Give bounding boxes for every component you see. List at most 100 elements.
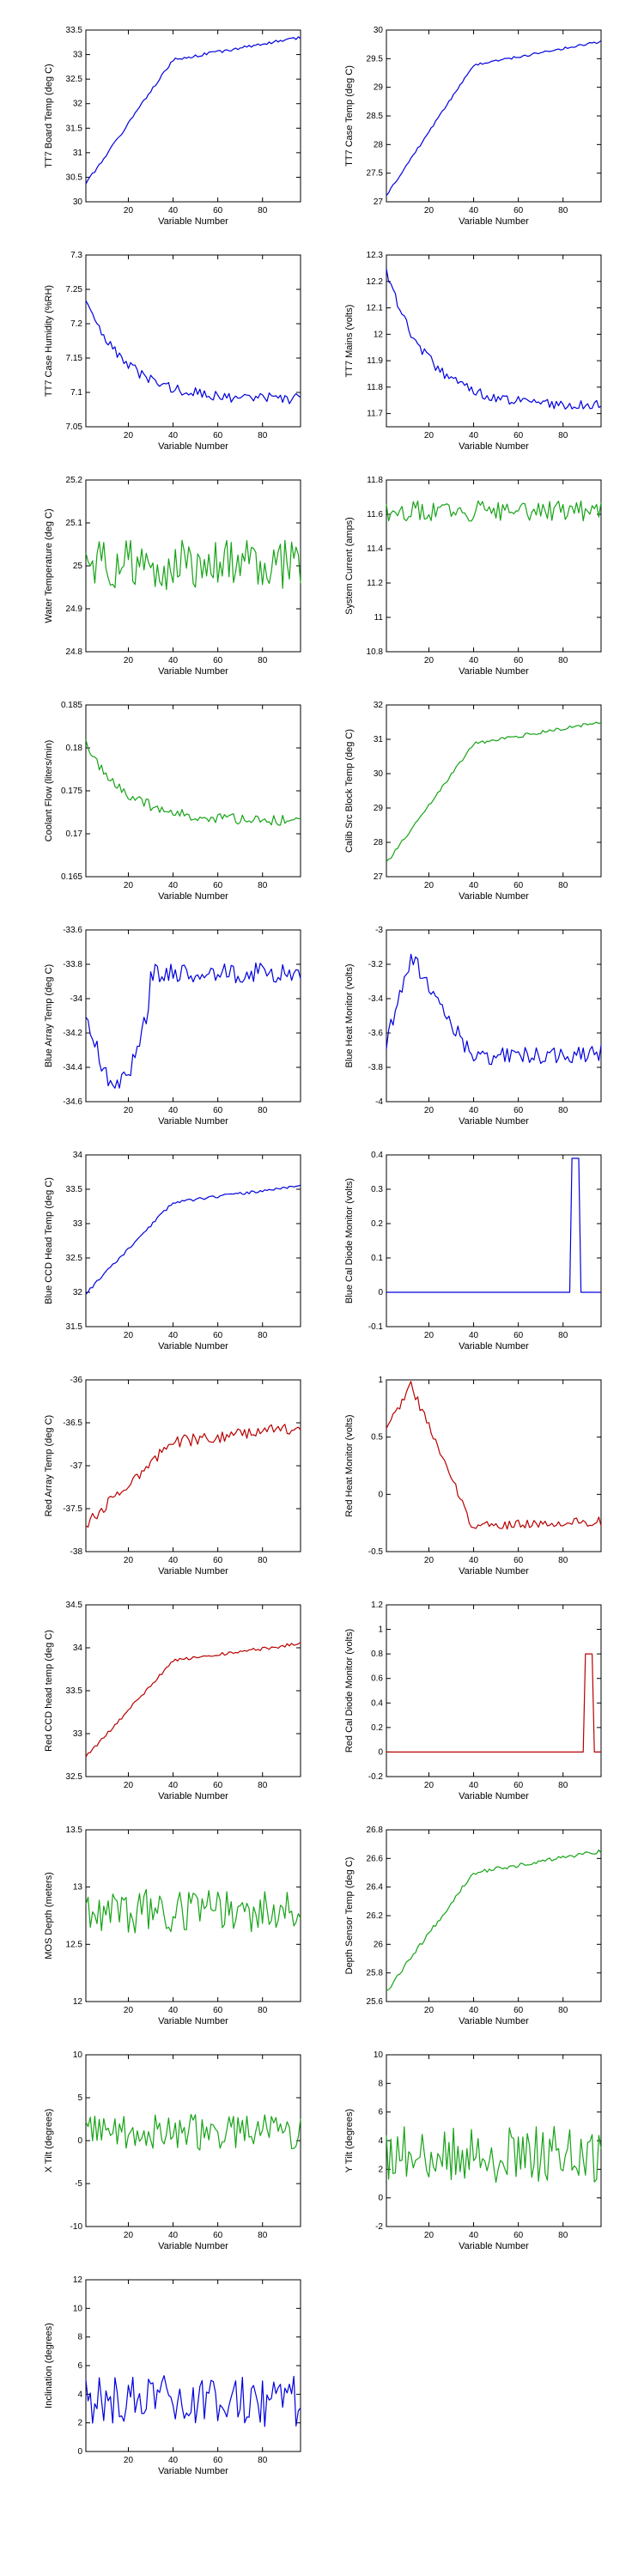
- series-line: [85, 739, 301, 826]
- y-tick-label: 27.5: [367, 169, 384, 179]
- series-line: [386, 39, 602, 197]
- chart-panel-13: -38 -37.5 -37 -36.5 -36 20 40 60 80 Variable Numb…: [44, 1376, 301, 1577]
- series-line: [85, 1424, 301, 1528]
- y-axis-label: Red Array Temp (deg C): [44, 1415, 54, 1516]
- y-tick-label: 6: [77, 2361, 82, 2371]
- x-tick-label: 80: [258, 656, 268, 665]
- y-tick-label: 33.5: [66, 1185, 83, 1194]
- x-tick-label: 20: [124, 1556, 134, 1565]
- x-axis-label: Variable Number: [158, 2466, 228, 2476]
- x-axis-label: Variable Number: [459, 891, 529, 902]
- chart-panel-7: 0.165 0.17 0.175 0.18 0.185 20 40 60 80 Variable …: [44, 701, 301, 902]
- x-axis-label: Variable Number: [158, 2241, 228, 2251]
- y-tick-label: 7.15: [66, 354, 83, 363]
- y-tick-label: 0.17: [66, 829, 83, 839]
- y-tick-label: 24.9: [66, 605, 83, 614]
- plot-frame: [386, 29, 602, 203]
- y-tick-label: -5: [75, 2179, 82, 2189]
- y-axis-label: Blue CCD Head Temp (deg C): [44, 1177, 54, 1304]
- y-tick-label: 30: [374, 26, 384, 35]
- x-tick-label: 40: [168, 2456, 179, 2465]
- x-tick-label: 80: [558, 1106, 568, 1115]
- y-tick-label: 0.2: [371, 1219, 383, 1229]
- x-tick-label: 40: [469, 881, 479, 890]
- x-axis-label: Variable Number: [459, 1116, 529, 1127]
- series-line: [386, 500, 602, 522]
- y-axis-label: Coolant Flow (liters/min): [44, 740, 54, 842]
- y-tick-label: 32: [374, 701, 384, 710]
- chart-panel-11: 31.5 32 32.5 33 33.5 34 20 40 60 80 Variable Numbe…: [44, 1151, 301, 1352]
- x-tick-label: 60: [213, 881, 223, 890]
- plot-frame: [85, 1154, 301, 1327]
- x-tick-label: 60: [513, 1331, 524, 1340]
- x-tick-label: 40: [168, 2006, 179, 2015]
- y-tick-label: 10: [374, 2050, 384, 2060]
- y-tick-label: 12: [73, 1997, 83, 2007]
- y-tick-label: -3.2: [368, 960, 384, 969]
- x-axis-label: Variable Number: [459, 441, 529, 452]
- y-tick-label: 25.8: [367, 1969, 384, 1978]
- x-tick-label: 40: [168, 656, 179, 665]
- y-axis-label: Blue Heat Monitor (volts): [344, 963, 355, 1067]
- y-tick-label: 29: [374, 83, 384, 93]
- series-line: [386, 1381, 602, 1530]
- y-tick-label: 10: [73, 2304, 83, 2313]
- y-axis-label: MOS Depth (meters): [44, 1872, 54, 1959]
- y-tick-label: -10: [70, 2222, 83, 2232]
- y-tick-label: 0.4: [371, 1698, 383, 1708]
- y-tick-label: 0.18: [66, 744, 83, 753]
- series-line: [85, 1642, 301, 1758]
- y-tick-label: 8: [77, 2333, 82, 2342]
- y-tick-label: 33: [73, 1729, 83, 1739]
- y-tick-label: 31: [73, 149, 83, 158]
- y-tick-label: 28: [374, 838, 384, 848]
- y-tick-label: 31.5: [66, 124, 83, 133]
- x-tick-label: 80: [258, 1781, 268, 1790]
- plot-frame: [85, 1604, 301, 1777]
- x-tick-label: 40: [469, 431, 479, 440]
- chart-panel-2: 27 27.5 28 28.5 29 29.5 30 20 40 60 80 Variable Num…: [344, 26, 602, 227]
- y-tick-label: 32.5: [66, 1772, 83, 1782]
- y-tick-label: 25: [73, 562, 83, 571]
- y-tick-label: -38: [70, 1547, 83, 1557]
- x-tick-label: 60: [213, 2456, 223, 2465]
- chart-panel-8: 27 28 29 30 31 32 20 40 60 80 Variable Number Calib…: [344, 701, 602, 902]
- x-tick-label: 20: [424, 1331, 434, 1340]
- x-tick-label: 60: [513, 2231, 524, 2240]
- y-tick-label: 29: [374, 804, 384, 813]
- y-tick-label: 11.8: [367, 383, 383, 392]
- x-tick-label: 40: [469, 1331, 479, 1340]
- x-tick-label: 20: [124, 656, 134, 665]
- x-tick-label: 80: [258, 1331, 268, 1340]
- y-tick-label: 30: [374, 769, 384, 779]
- y-tick-label: -3.8: [368, 1063, 384, 1072]
- y-tick-label: -34: [70, 994, 83, 1004]
- series-line: [386, 953, 602, 1066]
- x-axis-label: Variable Number: [158, 1566, 228, 1577]
- x-tick-label: 80: [258, 2456, 268, 2465]
- y-tick-label: 7.1: [70, 388, 82, 398]
- x-tick-label: 20: [424, 656, 434, 665]
- x-tick-label: 40: [168, 1781, 179, 1790]
- y-tick-label: 31.5: [66, 1322, 83, 1332]
- y-tick-label: 13: [73, 1883, 83, 1893]
- y-tick-label: 11.4: [367, 544, 383, 554]
- y-axis-label: Red CCD head temp (deg C): [44, 1630, 54, 1752]
- y-tick-label: 0.4: [371, 1151, 383, 1160]
- y-axis-label: System Current (amps): [344, 517, 355, 615]
- y-axis-label: Inclination (degrees): [44, 2323, 54, 2409]
- y-tick-label: -34.6: [63, 1097, 82, 1107]
- y-tick-label: -3.6: [368, 1029, 384, 1038]
- series-line: [85, 36, 301, 185]
- x-tick-label: 80: [258, 881, 268, 890]
- y-axis-label: Depth Sensor Temp (deg C): [344, 1857, 355, 1975]
- x-tick-label: 20: [124, 881, 134, 890]
- x-tick-label: 60: [213, 1556, 223, 1565]
- chart-panel-21: 0 2 4 6 8 10 12 20 40 60 80 Variable Number Inclinat…: [44, 2275, 301, 2476]
- chart-panel-16: -0.2 0 0.2 0.4 0.6 0.8 1 1.2 20 40 60 80 Variable Nu…: [344, 1601, 602, 1801]
- x-tick-label: 80: [258, 2231, 268, 2240]
- x-tick-label: 40: [168, 431, 179, 440]
- y-tick-label: 11.8: [367, 476, 383, 485]
- y-tick-label: -34.4: [63, 1063, 82, 1072]
